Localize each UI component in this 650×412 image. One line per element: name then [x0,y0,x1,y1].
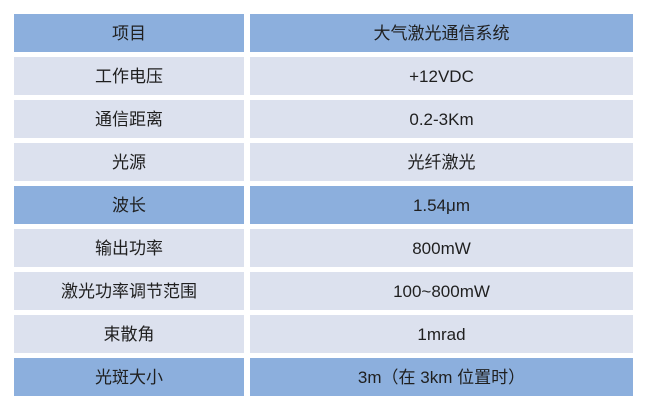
row-value-beam-divergence: 1mrad [250,315,633,353]
row-label-working-voltage: 工作电压 [14,57,244,95]
header-cell-value: 大气激光通信系统 [250,14,633,52]
row-value-communication-distance: 0.2-3Km [250,100,633,138]
row-value-output-power: 800mW [250,229,633,267]
row-value-working-voltage: +12VDC [250,57,633,95]
row-label-communication-distance: 通信距离 [14,100,244,138]
row-value-light-source: 光纤激光 [250,143,633,181]
row-value-power-adjust-range: 100~800mW [250,272,633,310]
row-label-power-adjust-range: 激光功率调节范围 [14,272,244,310]
row-label-light-source: 光源 [14,143,244,181]
row-label-beam-divergence: 束散角 [14,315,244,353]
header-cell-item: 项目 [14,14,244,52]
row-value-spot-size: 3m（在 3km 位置时） [250,358,633,396]
row-label-spot-size: 光斑大小 [14,358,244,396]
row-label-wavelength: 波长 [14,186,244,224]
row-value-wavelength: 1.54μm [250,186,633,224]
spec-table: 项目 大气激光通信系统 工作电压 +12VDC 通信距离 0.2-3Km 光源 … [14,14,633,396]
row-label-output-power: 输出功率 [14,229,244,267]
